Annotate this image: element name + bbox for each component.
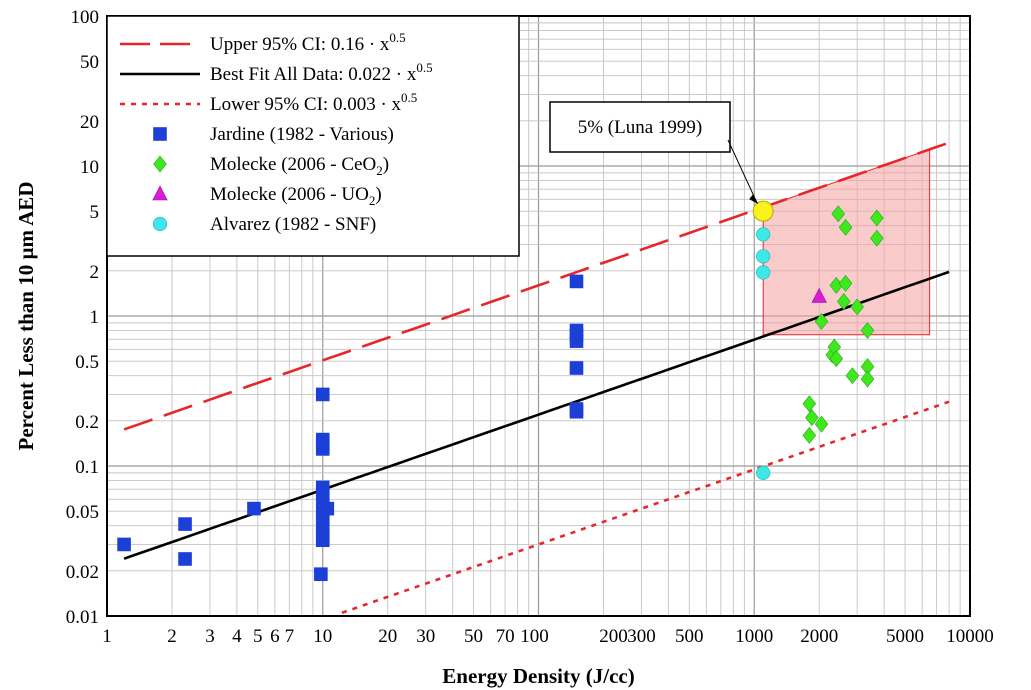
annotation-layer: 5% (Luna 1999)	[550, 102, 773, 221]
data-point-series-3	[756, 228, 770, 242]
x-tick-label: 300	[627, 626, 656, 647]
x-tick-label: 30	[416, 626, 435, 647]
legend-series-label-0: Jardine (1982 - Various)	[210, 124, 394, 145]
x-tick-label: 4	[232, 626, 242, 647]
x-tick-label: 5000	[886, 626, 924, 647]
y-axis-title: Percent Less than 10 µm AED	[14, 182, 38, 451]
x-tick-label: 10000	[946, 626, 994, 647]
x-tick-label: 70	[496, 626, 515, 647]
data-point-series-0	[570, 334, 584, 348]
data-point-series-0	[570, 405, 584, 419]
legend-line-label-1: Best Fit All Data: 0.022 · x0.5	[210, 60, 433, 85]
annotation-arrow	[728, 140, 757, 203]
y-tick-label: 0.2	[75, 412, 99, 433]
x-tick-label: 2000	[800, 626, 838, 647]
y-tick-label: 20	[80, 112, 99, 133]
data-point-series-0	[316, 442, 330, 456]
data-point-series-0	[178, 517, 192, 531]
x-tick-label: 200	[599, 626, 628, 647]
y-tick-label: 0.02	[66, 562, 99, 583]
annotation-label: 5% (Luna 1999)	[578, 117, 703, 138]
data-point-series-1	[861, 371, 874, 387]
y-tick-label: 100	[71, 7, 100, 28]
legend-series-label-3: Alvarez (1982 - SNF)	[210, 214, 376, 235]
y-tick-label: 1	[90, 307, 100, 328]
data-point-series-0	[316, 533, 330, 547]
legend-series-label-2: Molecke (2006 - UO2)	[210, 184, 382, 208]
x-tick-label: 1000	[735, 626, 773, 647]
data-point-series-0	[117, 538, 131, 552]
y-tick-label: 0.5	[75, 352, 99, 373]
legend-line-label-0: Upper 95% CI: 0.16 · x0.5	[210, 30, 406, 55]
data-point-series-0	[321, 502, 335, 516]
data-point-series-0	[316, 388, 330, 402]
data-point-series-1	[803, 427, 816, 443]
legend: Upper 95% CI: 0.16 · x0.5 Best Fit All Da…	[107, 16, 519, 256]
y-tick-label: 50	[80, 52, 99, 73]
x-tick-label: 100	[520, 626, 549, 647]
x-tick-label: 3	[205, 626, 215, 647]
y-tick-label: 5	[90, 202, 100, 223]
data-point-series-0	[570, 361, 584, 375]
x-tick-label: 20	[378, 626, 397, 647]
x-axis-title: Energy Density (J/cc)	[442, 664, 634, 688]
x-tick-label: 500	[675, 626, 704, 647]
x-tick-label: 1	[102, 626, 112, 647]
x-tick-label: 10	[313, 626, 332, 647]
x-tick-label: 2	[167, 626, 177, 647]
legend-line-label-2: Lower 95% CI: 0.003 · x0.5	[210, 90, 417, 115]
x-tick-label: 6	[270, 626, 280, 647]
data-point-series-3	[756, 266, 770, 280]
fit-line-1	[124, 272, 949, 559]
x-tick-label: 7	[285, 626, 295, 647]
legend-marker-3	[153, 217, 167, 231]
luna-point	[753, 201, 773, 221]
data-point-series-0	[314, 567, 328, 581]
data-point-series-0	[247, 502, 261, 516]
data-point-series-0	[570, 275, 584, 289]
legend-series-label-1: Molecke (2006 - CeO2)	[210, 154, 389, 178]
x-tick-label: 5	[253, 626, 263, 647]
y-tick-label: 0.01	[66, 607, 99, 628]
fit-line-2	[342, 402, 949, 613]
data-point-series-3	[756, 250, 770, 264]
y-tick-label: 2	[90, 262, 100, 283]
y-tick-label: 0.1	[75, 457, 99, 478]
x-tick-label: 50	[464, 626, 483, 647]
data-point-series-1	[803, 396, 816, 412]
y-tick-label: 0.05	[66, 502, 99, 523]
data-point-series-3	[756, 466, 770, 480]
data-point-series-0	[178, 552, 192, 566]
legend-marker-0	[153, 127, 167, 141]
y-tick-label: 10	[80, 157, 99, 178]
